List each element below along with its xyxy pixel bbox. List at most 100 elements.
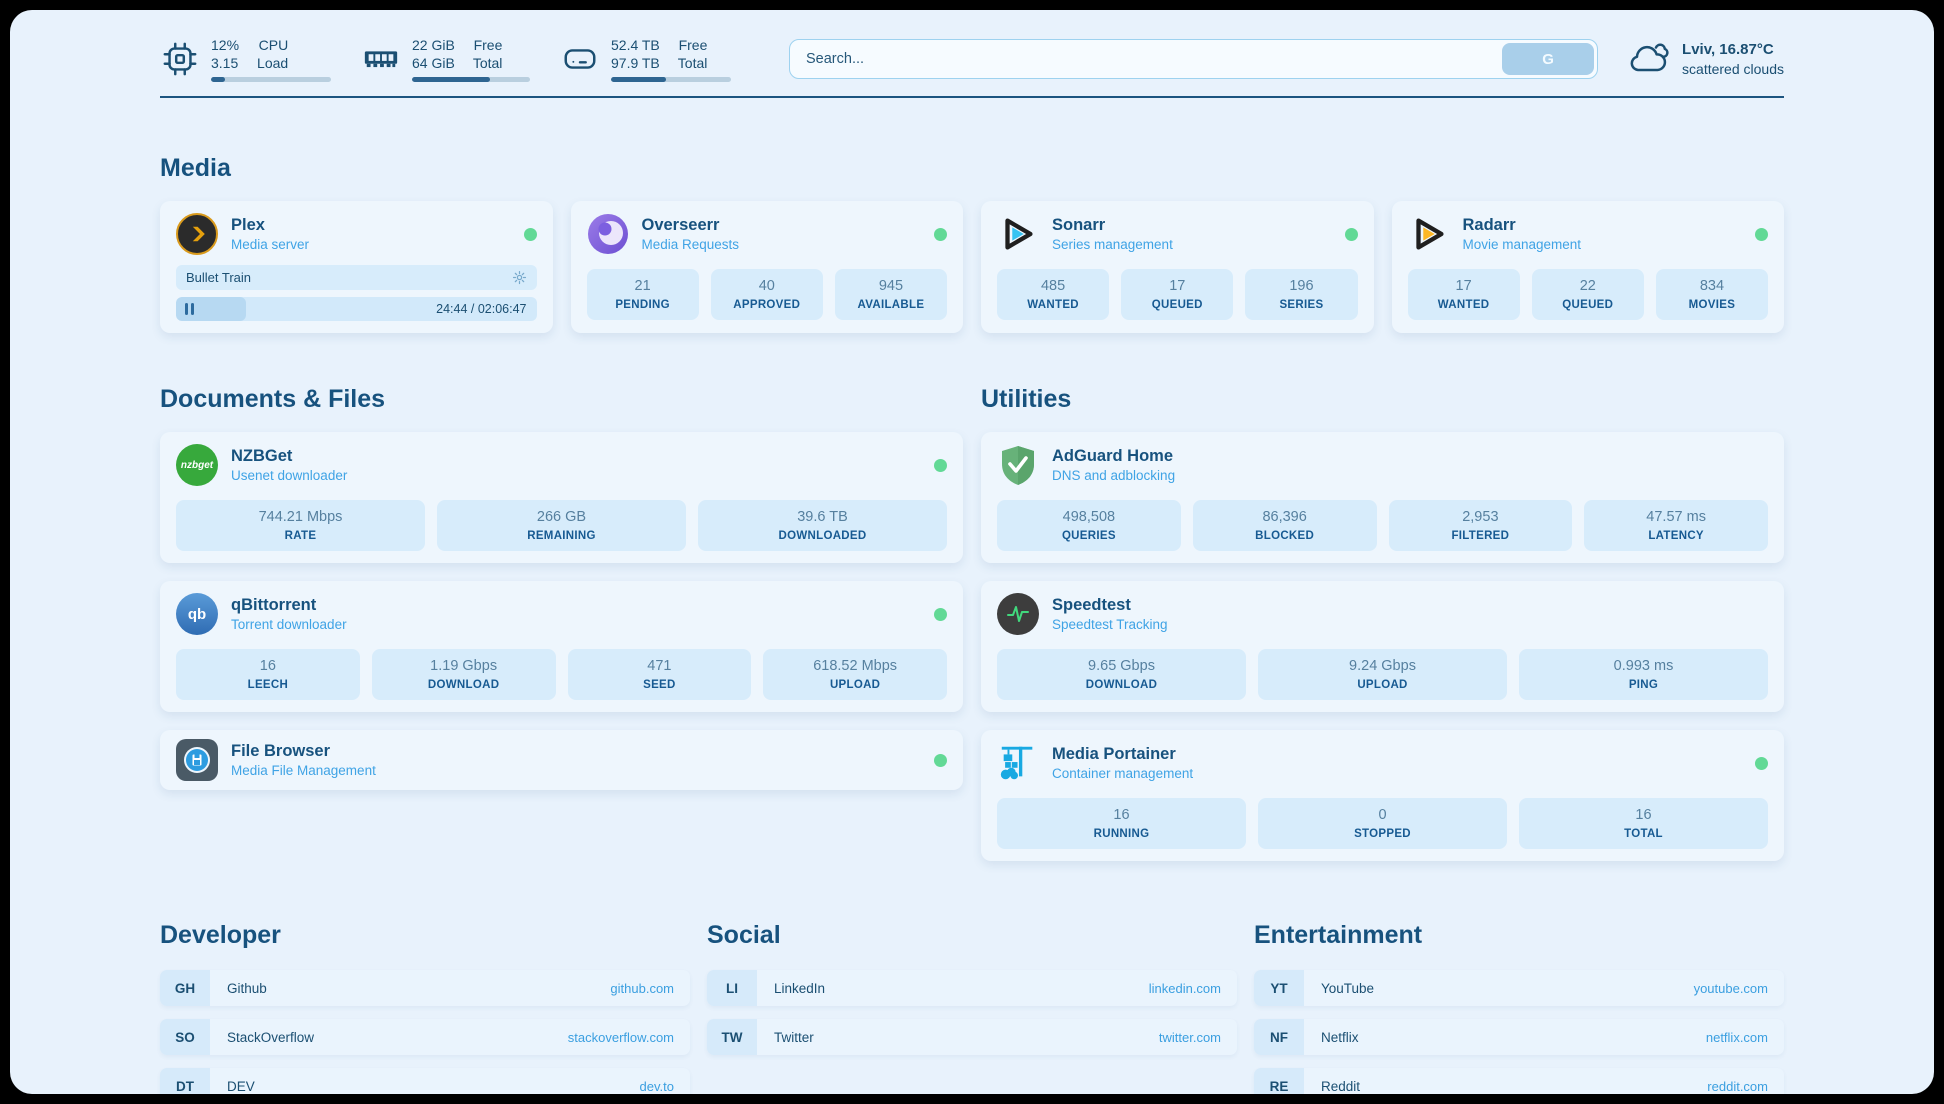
stat-ping: 0.993 ms PING <box>1519 649 1768 700</box>
stat-blocked: 86,396 BLOCKED <box>1192 500 1377 551</box>
sonarr-card[interactable]: Sonarr Series management 485 WANTED 17 Q… <box>981 201 1374 333</box>
now-playing-row: Bullet Train <box>176 265 537 290</box>
stat-label: LATENCY <box>1648 530 1704 542</box>
stat-value: 22 <box>1579 278 1596 294</box>
radarr-card[interactable]: Radarr Movie management 17 WANTED 22 QUE… <box>1391 201 1784 333</box>
stat-value: 40 <box>758 278 775 294</box>
bookmark-name: Reddit <box>1321 1078 1361 1094</box>
bookmark-dev[interactable]: DT DEV dev.to <box>160 1068 690 1094</box>
memory-progress-bar <box>412 77 530 82</box>
stat-total: 16 TOTAL <box>1519 798 1768 849</box>
search-input[interactable] <box>789 39 1599 79</box>
disk-total-label: Total <box>677 55 708 71</box>
status-online-dot <box>523 227 537 241</box>
gear-icon[interactable] <box>512 270 527 285</box>
stat-value: 17 <box>1169 278 1186 294</box>
service-subtitle: Media File Management <box>231 763 376 778</box>
stat-value: 618.52 Mbps <box>813 658 898 674</box>
stat-label: DOWNLOAD <box>427 679 500 691</box>
stat-value: 498,508 <box>1062 509 1116 525</box>
bookmark-youtube[interactable]: YT YouTube youtube.com <box>1254 970 1784 1006</box>
status-online-dot <box>1755 756 1768 770</box>
memory-total-value: 64 GiB <box>412 55 455 71</box>
cpu-load-label: Load <box>257 55 289 71</box>
bookmark-name: LinkedIn <box>774 980 826 996</box>
stat-upload: 618.52 Mbps UPLOAD <box>763 649 947 700</box>
cpu-label: CPU <box>258 37 289 53</box>
sonarr-icon <box>997 213 1039 255</box>
stat-available: 945 AVAILABLE <box>834 269 948 320</box>
overseerr-icon <box>587 213 629 255</box>
weather-widget: Lviv, 16.87°C scattered clouds <box>1626 37 1784 82</box>
service-subtitle: Movie management <box>1462 237 1582 252</box>
cpu-chip-icon <box>160 39 200 79</box>
memory-free-label: Free <box>473 37 503 53</box>
stat-label: UPLOAD <box>829 679 881 691</box>
bookmark-twitter[interactable]: TW Twitter twitter.com <box>707 1019 1237 1055</box>
stat-label: WANTED <box>1437 299 1490 311</box>
stat-label: WANTED <box>1027 299 1079 311</box>
bookmark-url: netflix.com <box>1705 1029 1768 1045</box>
playback-progress-bar: 24:44 / 02:06:47 <box>176 297 537 321</box>
bookmark-abbr: SO <box>160 1019 210 1055</box>
service-subtitle: Torrent downloader <box>231 617 347 632</box>
stat-label: QUEUED <box>1562 299 1614 311</box>
pause-icon[interactable] <box>185 303 194 315</box>
service-name: Overseerr <box>641 216 720 234</box>
bookmark-abbr: DT <box>160 1068 210 1094</box>
stat-value: 2,953 <box>1462 509 1499 525</box>
service-subtitle: Media server <box>231 237 310 252</box>
weather-condition: scattered clouds <box>1682 61 1784 77</box>
stat-label: TOTAL <box>1624 828 1663 840</box>
dashboard-screen: 12% 3.15 CPU Load <box>10 10 1934 1094</box>
bookmark-stackoverflow[interactable]: SO StackOverflow stackoverflow.com <box>160 1019 690 1055</box>
search-provider-button[interactable]: G <box>1502 43 1595 75</box>
status-online-dot <box>1344 227 1358 241</box>
header-divider <box>160 96 1784 98</box>
disk-widget: 52.4 TB 97.9 TB Free Total <box>560 36 731 82</box>
nzbget-icon: nzbget <box>176 444 218 486</box>
bookmark-netflix[interactable]: NF Netflix netflix.com <box>1254 1019 1784 1055</box>
plex-card[interactable]: Plex Media server Bullet Train <box>160 201 553 333</box>
stat-value: 744.21 Mbps <box>258 509 343 525</box>
bookmark-github[interactable]: GH Github github.com <box>160 970 690 1006</box>
service-subtitle: DNS and adblocking <box>1052 468 1176 483</box>
portainer-card[interactable]: Media Portainer Container management 16 … <box>981 730 1784 861</box>
filebrowser-card[interactable]: File Browser Media File Management <box>160 730 963 790</box>
adguard-card[interactable]: AdGuard Home DNS and adblocking 498,508 … <box>981 432 1784 563</box>
stat-label: AVAILABLE <box>857 299 925 311</box>
qbittorrent-icon: qb <box>176 593 218 635</box>
stat-value: 196 <box>1289 278 1314 294</box>
service-name: NZBGet <box>231 447 293 465</box>
bookmark-url: dev.to <box>639 1078 674 1094</box>
stat-queued: 22 QUEUED <box>1531 269 1644 320</box>
bookmark-reddit[interactable]: RE Reddit reddit.com <box>1254 1068 1784 1094</box>
memory-free-value: 22 GiB <box>412 37 455 53</box>
stat-value: 21 <box>634 278 651 294</box>
status-online-dot <box>934 607 947 621</box>
stat-value: 834 <box>1699 278 1725 294</box>
stat-label: APPROVED <box>733 299 801 311</box>
bookmark-name: Github <box>227 980 267 996</box>
ram-icon <box>361 39 401 79</box>
stat-value: 17 <box>1455 278 1472 294</box>
bookmark-url: stackoverflow.com <box>567 1029 674 1045</box>
bookmark-url: youtube.com <box>1693 980 1768 996</box>
bookmark-name: Netflix <box>1321 1029 1359 1045</box>
qbittorrent-card[interactable]: qb qBittorrent Torrent downloader 16 LEE… <box>160 581 963 712</box>
playback-time: 24:44 / 02:06:47 <box>436 302 527 316</box>
bookmark-abbr: TW <box>707 1019 757 1055</box>
service-name: Media Portainer <box>1052 745 1176 763</box>
nzbget-card[interactable]: nzbget NZBGet Usenet downloader 744.21 M… <box>160 432 963 563</box>
service-name: Sonarr <box>1052 216 1106 234</box>
cpu-usage-value: 12% <box>211 37 240 53</box>
section-title-social: Social <box>707 921 781 949</box>
overseerr-card[interactable]: Overseerr Media Requests 21 PENDING 40 A… <box>570 201 963 333</box>
bookmark-linkedin[interactable]: LI LinkedIn linkedin.com <box>707 970 1237 1006</box>
stat-value: 471 <box>647 658 672 674</box>
stat-download: 9.65 Gbps DOWNLOAD <box>997 649 1246 700</box>
speedtest-card[interactable]: Speedtest Speedtest Tracking 9.65 Gbps D… <box>981 581 1784 712</box>
stat-pending: 21 PENDING <box>586 269 699 320</box>
cpu-progress-bar <box>211 77 331 82</box>
stat-remaining: 266 GB REMAINING <box>437 500 686 551</box>
